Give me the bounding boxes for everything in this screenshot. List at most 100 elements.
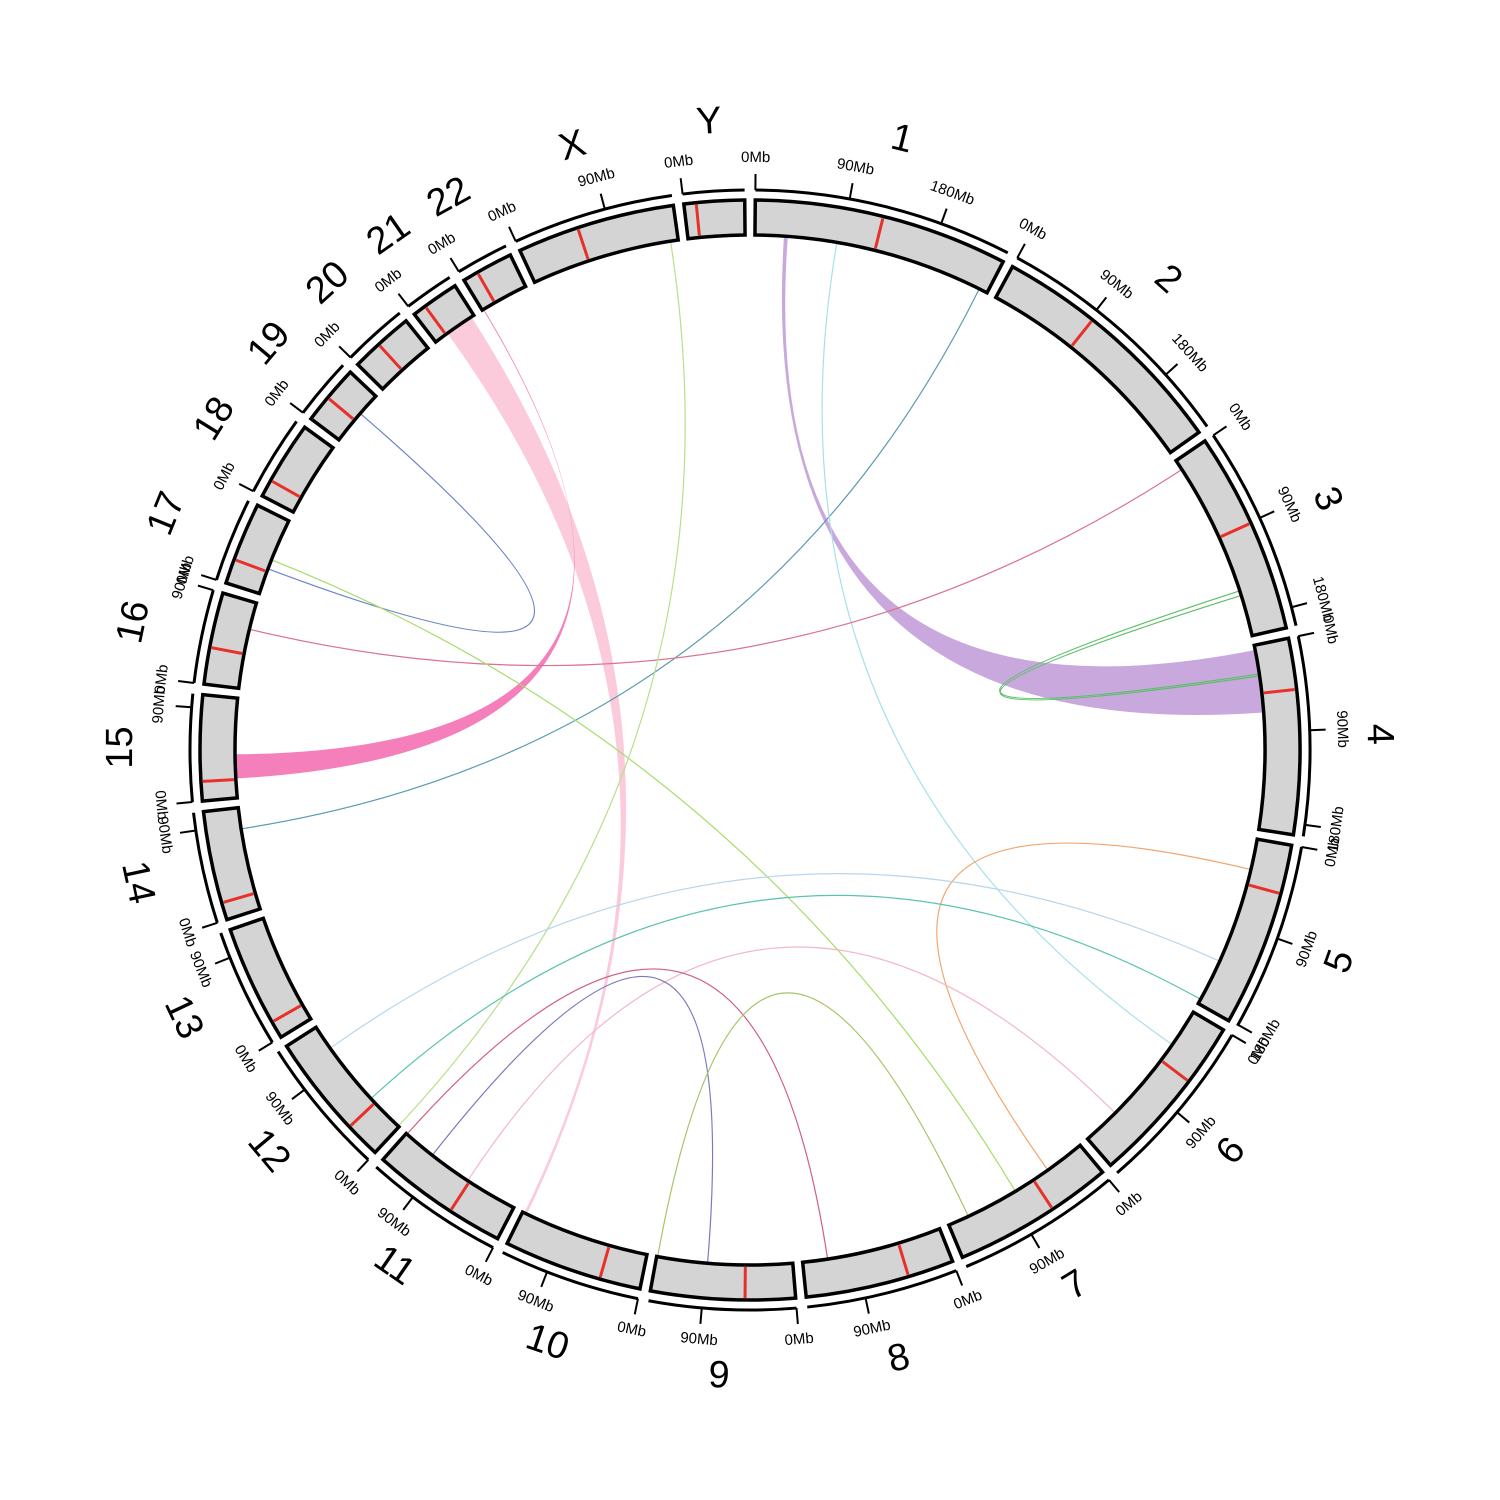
chromosome-label: 15 [99,726,141,768]
ideogram [1195,837,1294,1024]
chromosome: 0Mb 90Mb 180Mb 1 [741,116,1009,296]
tick-mark [200,574,217,581]
axis-line [1212,434,1298,626]
tick-label: 0Mb [1225,400,1255,434]
chromosome-label: 22 [420,168,477,225]
ideogram [946,1142,1105,1260]
tick-mark [940,208,948,224]
tick-mark [238,482,254,493]
link [240,288,980,830]
tick-label: 0Mb [175,916,200,949]
centromere [328,397,354,420]
tick-mark [1309,728,1326,732]
ideogram [259,424,336,515]
tick-mark [201,921,218,929]
chromosome-label: 18 [185,390,243,448]
ideogram [198,692,240,804]
ideogram [411,283,477,345]
ideogram [201,805,263,922]
axis-line [1116,1034,1234,1175]
tick-label: 90Mb [1333,710,1351,748]
tick-label: 90Mb [149,685,169,724]
axis-line [648,1299,797,1312]
centromere [211,646,243,655]
tick-label: 0Mb [951,1287,984,1314]
tick-mark [1231,1034,1247,1045]
link [406,968,829,1260]
tick-mark [699,1307,703,1324]
centromere [202,778,234,783]
chromosome-label: 6 [1208,1129,1254,1172]
tick-mark [679,178,684,195]
tick-mark [1030,1233,1041,1249]
centromere [1070,320,1093,347]
tick-mark [1108,1179,1120,1193]
tick-mark [1259,510,1275,519]
centromere [235,558,266,573]
link [431,975,714,1264]
tick-label: 0Mb [1319,614,1342,646]
centromere [1248,883,1280,895]
centromere [223,892,254,904]
chromosome: 0Mb 22 [420,168,528,313]
chromosome: 0Mb 90Mb 180Mb 4 [1252,614,1401,853]
tick-mark [338,345,352,359]
ideogram [202,590,259,691]
chromosome-label: X [554,122,590,169]
axis-line [515,193,673,243]
axis-line [192,812,219,924]
tick-label: 0Mb [616,1318,648,1340]
tick-label: 90Mb [154,815,176,855]
axis-line [682,188,745,196]
ideogram [223,502,292,596]
tick-mark [258,1041,273,1052]
chromosome-label: 9 [707,1354,730,1397]
axis-line [1296,635,1312,837]
ideogram [308,369,379,443]
tick-label: 0Mb [1016,215,1050,244]
tick-label: 0Mb [663,152,694,172]
tick-label: 180Mb [1168,330,1211,375]
centromere [425,306,446,334]
tick-mark [1291,602,1308,609]
ideogram [1173,438,1289,638]
tick-mark [1176,1111,1190,1124]
link [329,873,1220,1049]
tick-label: 90Mb [186,949,216,990]
tick-mark [1212,425,1228,437]
tick-label: 0Mb [173,554,198,587]
tick-label: 0Mb [485,198,519,226]
ribbon [447,316,627,1215]
tick-mark [214,956,231,965]
chromosome-label: 20 [298,253,358,313]
tick-mark [864,1297,870,1314]
tick-mark [175,705,192,709]
chromosome: 0Mb 20 [298,253,431,392]
ideogram [753,198,1006,296]
centromere [477,273,496,302]
chromosome-label: 13 [156,989,212,1045]
axis-line [219,932,274,1044]
axis-line [276,1050,370,1161]
centromere [873,217,885,249]
tick-label: 0Mb [152,664,172,695]
tick-mark [1016,243,1026,259]
tick-mark [1304,823,1321,829]
ideogram [461,252,528,313]
ideogram [1252,636,1302,837]
chromosome: 0Mb 90Mb 180Mb 2 [993,215,1211,455]
link [249,469,1183,667]
tick-label: 0Mb [372,265,405,296]
tick-label: 0Mb [261,376,292,410]
chromosome-label: 21 [359,205,418,264]
link [467,946,1116,1182]
